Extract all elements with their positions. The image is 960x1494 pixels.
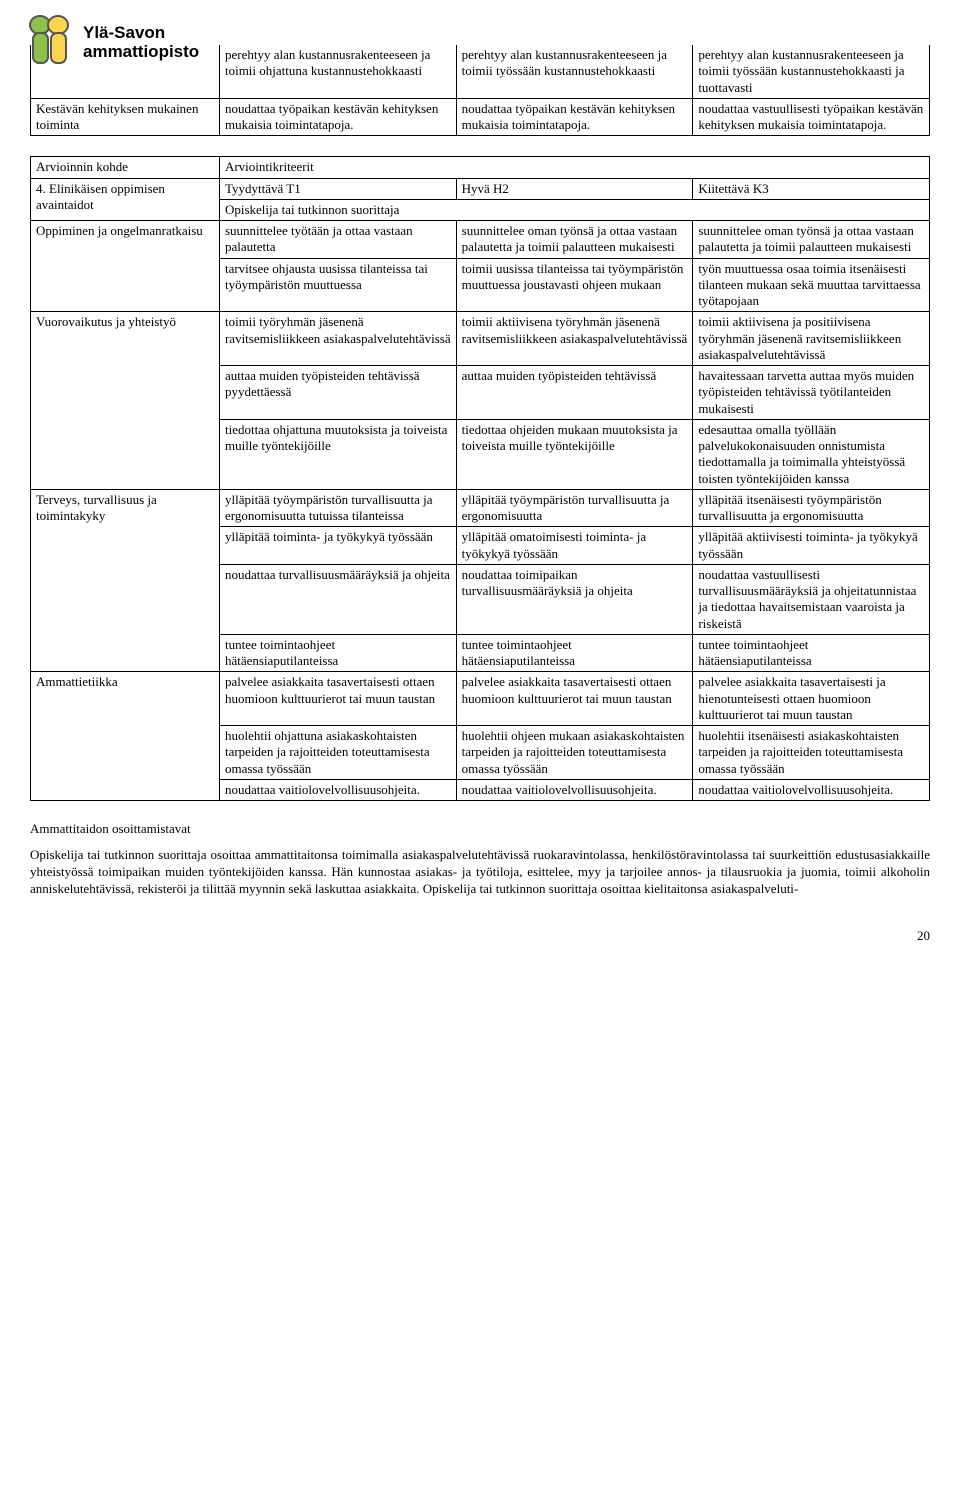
cell: Opiskelija tai tutkinnon suorittaja	[219, 199, 929, 220]
table-row: Terveys, turvallisuus ja toimintakyky yl…	[31, 489, 930, 527]
cell: toimii aktiivisena työryhmän jäsenenä ra…	[456, 312, 693, 366]
cell: perehtyy alan kustannusrakenteeseen ja t…	[219, 45, 456, 98]
cell: toimii aktiivisena ja positiivisena työr…	[693, 312, 930, 366]
cell: tuntee toimintaohjeet hätäensiaputilante…	[456, 634, 693, 672]
table-row: Oppiminen ja ongelmanratkaisu suunnittel…	[31, 221, 930, 259]
cell: noudattaa vastuullisesti työpaikan kestä…	[693, 98, 930, 136]
cell: perehtyy alan kustannusrakenteeseen ja t…	[456, 45, 693, 98]
cell: toimii uusissa tilanteissa tai työympäri…	[456, 258, 693, 312]
cell: auttaa muiden työpisteiden tehtävissä	[456, 366, 693, 420]
logo-text: Ylä-Savon ammattiopisto	[83, 24, 199, 61]
cell: noudattaa vaitiolovelvollisuusohjeita.	[693, 779, 930, 800]
cell: ylläpitää itsenäisesti työympäristön tur…	[693, 489, 930, 527]
cell: suunnittelee työtään ja ottaa vastaan pa…	[219, 221, 456, 259]
cell: palvelee asiakkaita tasavertaisesti otta…	[219, 672, 456, 726]
logo-icon	[25, 15, 75, 70]
cell: noudattaa työpaikan kestävän kehityksen …	[456, 98, 693, 136]
cell: Arvioinnin kohde	[31, 157, 220, 178]
cell: Tyydyttävä T1	[219, 178, 456, 199]
cell: Ammattietiikka	[31, 672, 220, 801]
cell: toimii työryhmän jäsenenä ravitsemisliik…	[219, 312, 456, 366]
cell: huolehtii itsenäisesti asiakaskohtaisten…	[693, 726, 930, 780]
cell: tiedottaa ohjattuna muutoksista ja toive…	[219, 419, 456, 489]
table-row: Vuorovaikutus ja yhteistyö toimii työryh…	[31, 312, 930, 366]
body-text: Opiskelija tai tutkinnon suorittaja osoi…	[30, 847, 930, 898]
cell: Vuorovaikutus ja yhteistyö	[31, 312, 220, 490]
logo-line2: ammattiopisto	[83, 43, 199, 62]
table-row: Arvioinnin kohde Arviointikriteerit	[31, 157, 930, 178]
cell: perehtyy alan kustannusrakenteeseen ja t…	[693, 45, 930, 98]
cell: noudattaa toimipaikan turvallisuusmääräy…	[456, 564, 693, 634]
cell: ylläpitää omatoimisesti toiminta- ja työ…	[456, 527, 693, 565]
cell: noudattaa työpaikan kestävän kehityksen …	[219, 98, 456, 136]
cell: 4. Elinikäisen oppimisen avaintaidot	[31, 178, 220, 221]
cell: työn muuttuessa osaa toimia itsenäisesti…	[693, 258, 930, 312]
cell: huolehtii ohjattuna asiakaskohtaisten ta…	[219, 726, 456, 780]
table-row: Ammattietiikka palvelee asiakkaita tasav…	[31, 672, 930, 726]
cell: huolehtii ohjeen mukaan asiakaskohtaiste…	[456, 726, 693, 780]
cell: Oppiminen ja ongelmanratkaisu	[31, 221, 220, 312]
table-row: Kestävän kehityksen mukainen toiminta no…	[31, 98, 930, 136]
cell: tiedottaa ohjeiden mukaan muutoksista ja…	[456, 419, 693, 489]
cell: tuntee toimintaohjeet hätäensiaputilante…	[219, 634, 456, 672]
cell: havaitessaan tarvetta auttaa myös muiden…	[693, 366, 930, 420]
cell: ylläpitää työympäristön turvallisuutta j…	[219, 489, 456, 527]
cell: suunnittelee oman työnsä ja ottaa vastaa…	[456, 221, 693, 259]
cell: palvelee asiakkaita tasavertaisesti otta…	[456, 672, 693, 726]
cell: noudattaa turvallisuusmääräyksiä ja ohje…	[219, 564, 456, 634]
section-title: Ammattitaidon osoittamistavat	[30, 821, 930, 837]
cell: suunnittelee oman työnsä ja ottaa vastaa…	[693, 221, 930, 259]
cell: Kiitettävä K3	[693, 178, 930, 199]
table-row: 4. Elinikäisen oppimisen avaintaidot Tyy…	[31, 178, 930, 199]
cell: ylläpitää toiminta- ja työkykyä työssään	[219, 527, 456, 565]
table-2: Arvioinnin kohde Arviointikriteerit 4. E…	[30, 156, 930, 801]
cell: noudattaa vaitiolovelvollisuusohjeita.	[219, 779, 456, 800]
cell: edesauttaa omalla työllään palvelukokona…	[693, 419, 930, 489]
cell: palvelee asiakkaita tasavertaisesti ja h…	[693, 672, 930, 726]
cell: Terveys, turvallisuus ja toimintakyky	[31, 489, 220, 672]
page-number: 20	[30, 928, 930, 944]
cell: auttaa muiden työpisteiden tehtävissä py…	[219, 366, 456, 420]
cell: Arviointikriteerit	[219, 157, 929, 178]
cell: Hyvä H2	[456, 178, 693, 199]
cell: noudattaa vastuullisesti turvallisuusmää…	[693, 564, 930, 634]
logo-line1: Ylä-Savon	[83, 24, 199, 43]
cell: ylläpitää aktiivisesti toiminta- ja työk…	[693, 527, 930, 565]
cell: Kestävän kehityksen mukainen toiminta	[31, 98, 220, 136]
logo: Ylä-Savon ammattiopisto	[25, 15, 199, 70]
cell: tarvitsee ohjausta uusissa tilanteissa t…	[219, 258, 456, 312]
cell: ylläpitää työympäristön turvallisuutta j…	[456, 489, 693, 527]
cell: tuntee toimintaohjeet hätäensiaputilante…	[693, 634, 930, 672]
cell: noudattaa vaitiolovelvollisuusohjeita.	[456, 779, 693, 800]
